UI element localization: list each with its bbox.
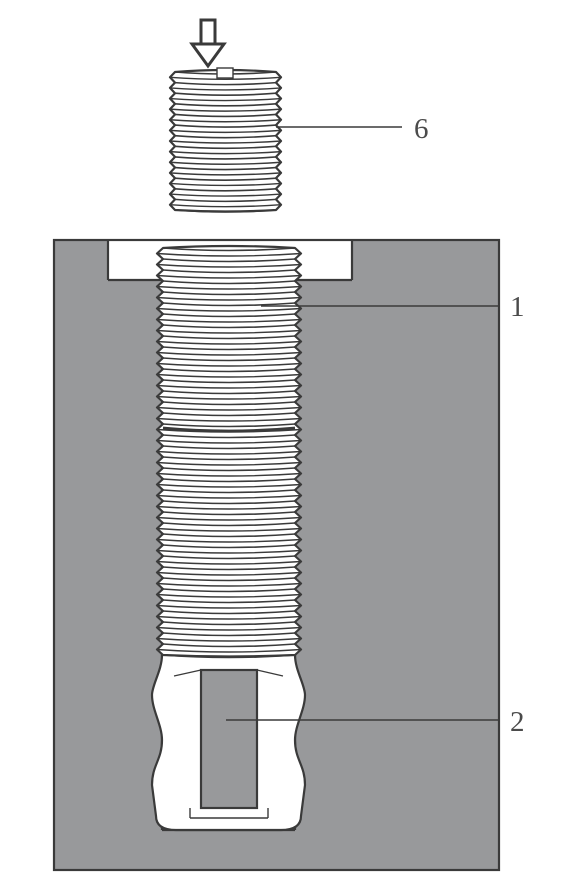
load-arrow-icon [192, 20, 224, 66]
threaded-insert [157, 246, 301, 658]
diagram-svg [0, 0, 561, 887]
diagram-canvas: 6 1 2 [0, 0, 561, 887]
expansion-sleeve [152, 655, 305, 830]
top-threaded-piece [170, 68, 281, 212]
